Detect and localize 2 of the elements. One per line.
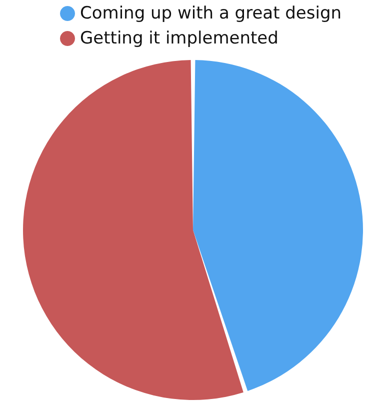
legend-label: Getting it implemented bbox=[80, 28, 278, 48]
legend-label: Coming up with a great design bbox=[80, 4, 342, 24]
